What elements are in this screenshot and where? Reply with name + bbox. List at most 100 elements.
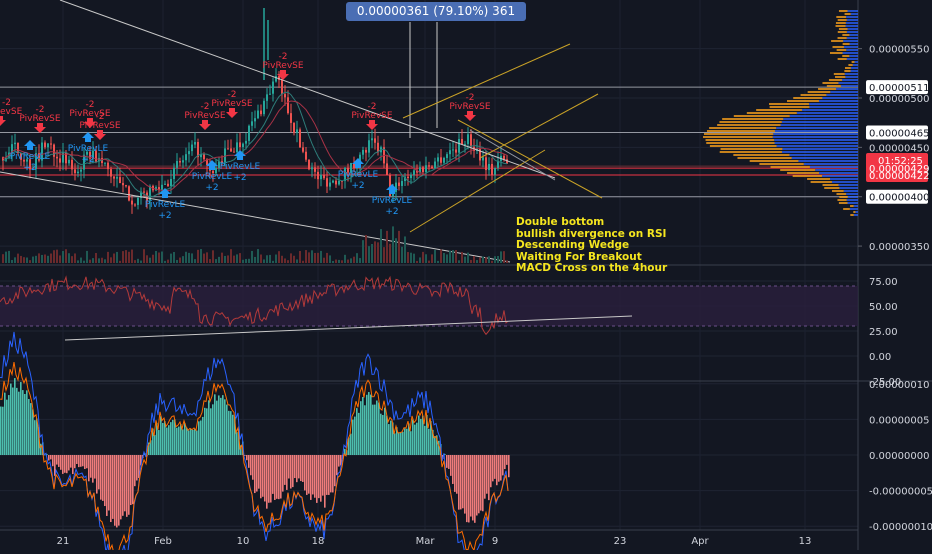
candle-body <box>59 158 61 163</box>
macd-histogram-bar <box>10 383 12 455</box>
macd-histogram-bar <box>350 433 352 455</box>
price-tick-label: 0.00000450 <box>869 143 929 154</box>
volume-bar <box>251 250 253 263</box>
pivot-long-arrow <box>234 150 246 160</box>
profile-bar-up <box>822 97 858 99</box>
volume-bar <box>335 259 337 263</box>
macd-histogram <box>0 378 510 528</box>
candle-body <box>38 153 40 161</box>
pivot-signals <box>0 70 476 198</box>
profile-bar-down <box>837 19 847 21</box>
volume-bar <box>260 254 262 263</box>
rsi-tick-label: 0.00 <box>869 352 891 363</box>
pivot-long-arrow <box>24 140 36 150</box>
time-tick-label: Feb <box>154 536 172 547</box>
profile-bar-down <box>818 88 837 90</box>
time-tick-label: 10 <box>237 536 250 547</box>
volume-bar <box>350 258 352 263</box>
wedge-line <box>479 93 599 159</box>
profile-bar-down <box>733 115 790 117</box>
profile-bar-down <box>842 34 850 36</box>
macd-histogram-bar <box>250 455 252 476</box>
volume-bar <box>362 240 364 263</box>
profile-bar-up <box>846 37 858 39</box>
candle-body <box>11 144 13 153</box>
candle-body <box>356 167 358 169</box>
macd-histogram-bar <box>410 431 412 455</box>
rsi-tick-label: -25.00 <box>869 377 901 388</box>
volume-bar <box>86 250 88 263</box>
macd-histogram-bar <box>140 455 142 466</box>
macd-histogram-bar <box>348 437 350 455</box>
candle-body <box>413 170 415 175</box>
macd-histogram-bar <box>266 455 268 509</box>
candle-body <box>485 157 487 171</box>
profile-bar-up <box>846 58 858 60</box>
profile-bar-up <box>847 202 858 204</box>
candle-body <box>446 154 448 158</box>
volume-bar <box>437 260 439 263</box>
profile-bar-up <box>845 25 858 27</box>
macd-histogram-bar <box>36 418 38 455</box>
time-tick-label: 9 <box>492 536 498 547</box>
macd-histogram-bar <box>16 387 18 455</box>
macd-histogram-bar <box>34 420 36 455</box>
volume-bar <box>467 252 469 263</box>
macd-histogram-bar <box>364 405 366 455</box>
macd-histogram-bar <box>292 455 294 488</box>
macd-histogram-bar <box>40 443 42 455</box>
macd-histogram-bar <box>156 422 158 455</box>
macd-histogram-bar <box>464 455 466 514</box>
pivot-label: PivRevSE <box>449 102 490 112</box>
pivot-label: PivRevLE <box>192 172 233 182</box>
volume-bar <box>368 246 370 263</box>
macd-histogram-bar <box>202 416 204 455</box>
macd-histogram-bar <box>214 394 216 455</box>
volume-bar <box>347 259 349 263</box>
macd-histogram-bar <box>332 455 334 493</box>
candle-body <box>143 191 145 193</box>
profile-bar-down <box>822 82 839 84</box>
pivot-count: -2 <box>368 102 377 112</box>
trend-lines <box>0 0 603 263</box>
profile-bar-down <box>831 40 844 42</box>
volume-bar <box>305 250 307 263</box>
macd-histogram-bar <box>288 455 290 479</box>
profile-bar-up <box>850 13 858 15</box>
pivot-label: evSE <box>0 107 23 117</box>
macd-histogram-bar <box>200 420 202 455</box>
volume-bar <box>71 256 73 263</box>
profile-bar-up <box>847 28 858 30</box>
macd-histogram-bar <box>264 455 266 502</box>
macd-histogram-bar <box>482 455 484 512</box>
macd-histogram-bar <box>396 427 398 455</box>
volume-bar <box>497 255 499 263</box>
volume-bar <box>188 252 190 263</box>
profile-bar-down <box>836 16 847 18</box>
pivot-label: PivRevSE <box>351 111 392 121</box>
pivot-short-arrow <box>34 123 46 133</box>
candle-body <box>386 163 388 175</box>
profile-bar-up <box>798 160 858 162</box>
macd-histogram-bar <box>86 455 88 469</box>
candle-body <box>314 167 316 172</box>
candle-body <box>395 182 397 192</box>
volume-bar <box>191 253 193 263</box>
macd-histogram-bar <box>458 455 460 510</box>
candle-body <box>389 174 391 196</box>
volume-bar <box>278 251 280 263</box>
volume-bar <box>89 259 91 263</box>
candle-body <box>467 134 469 144</box>
macd-histogram-bar <box>90 455 92 478</box>
pivot-count: +2 <box>23 163 36 173</box>
profile-bar-up <box>780 124 858 126</box>
candle-body <box>320 174 322 180</box>
macd-histogram-bar <box>100 455 102 500</box>
pivot-count: -2 <box>96 112 105 122</box>
profile-bar-up <box>845 22 858 24</box>
candle-body <box>311 167 313 170</box>
volume-bar <box>59 255 61 263</box>
macd-histogram-bar <box>312 455 314 495</box>
